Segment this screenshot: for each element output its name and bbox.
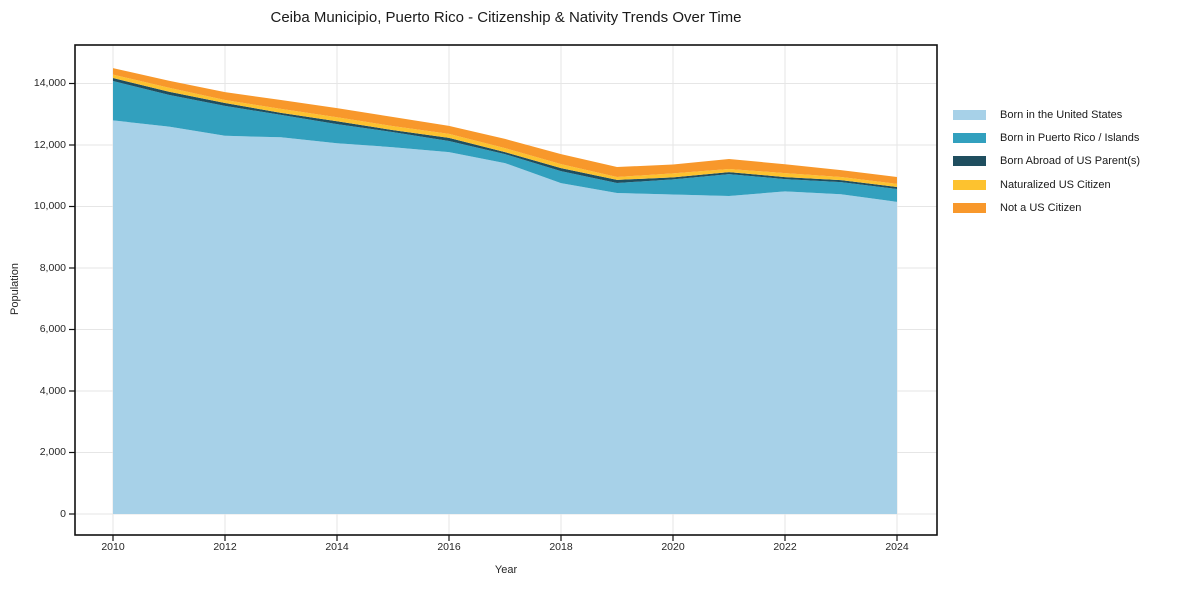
legend: Born in the United States Born in Puerto…: [953, 103, 1140, 219]
legend-item-born-in-puerto-rico-islands: Born in Puerto Rico / Islands: [953, 126, 1140, 149]
legend-item-born-in-the-united-states: Born in the United States: [953, 103, 1140, 126]
area-born-in-puerto-rico-islands: [113, 81, 897, 202]
legend-swatch-naturalized-us-citizen: [953, 179, 986, 190]
legend-item-not-a-us-citizen: Not a US Citizen: [953, 196, 1140, 219]
legend-swatch-not-a-us-citizen: [953, 202, 986, 213]
chart-title: Ceiba Municipio, Puerto Rico - Citizensh…: [270, 9, 742, 26]
area-born-in-the-united-states: [113, 120, 897, 515]
legend-item-naturalized-us-citizen: Naturalized US Citizen: [953, 173, 1140, 196]
area-naturalized-us-citizen: [113, 74, 897, 187]
x-axis-label: Year: [494, 564, 518, 576]
plot-border: [74, 44, 938, 536]
legend-swatch-born-in-puerto-rico-islands: [953, 132, 986, 143]
legend-label: Born in Puerto Rico / Islands: [1000, 131, 1140, 144]
legend-swatch-born-in-the-united-states: [953, 109, 986, 120]
legend-label: Born Abroad of US Parent(s): [1000, 155, 1141, 168]
legend-label: Naturalized US Citizen: [1000, 178, 1111, 191]
legend-swatch-born-abroad-of-us-parents: [953, 156, 986, 167]
y-axis-label: Population: [9, 263, 21, 315]
legend-label: Not a US Citizen: [1000, 201, 1082, 214]
legend-item-born-abroad-of-us-parents: Born Abroad of US Parent(s): [953, 150, 1140, 173]
legend-label: Born in the United States: [1000, 108, 1123, 121]
area-not-a-us-citizen: [113, 68, 897, 184]
